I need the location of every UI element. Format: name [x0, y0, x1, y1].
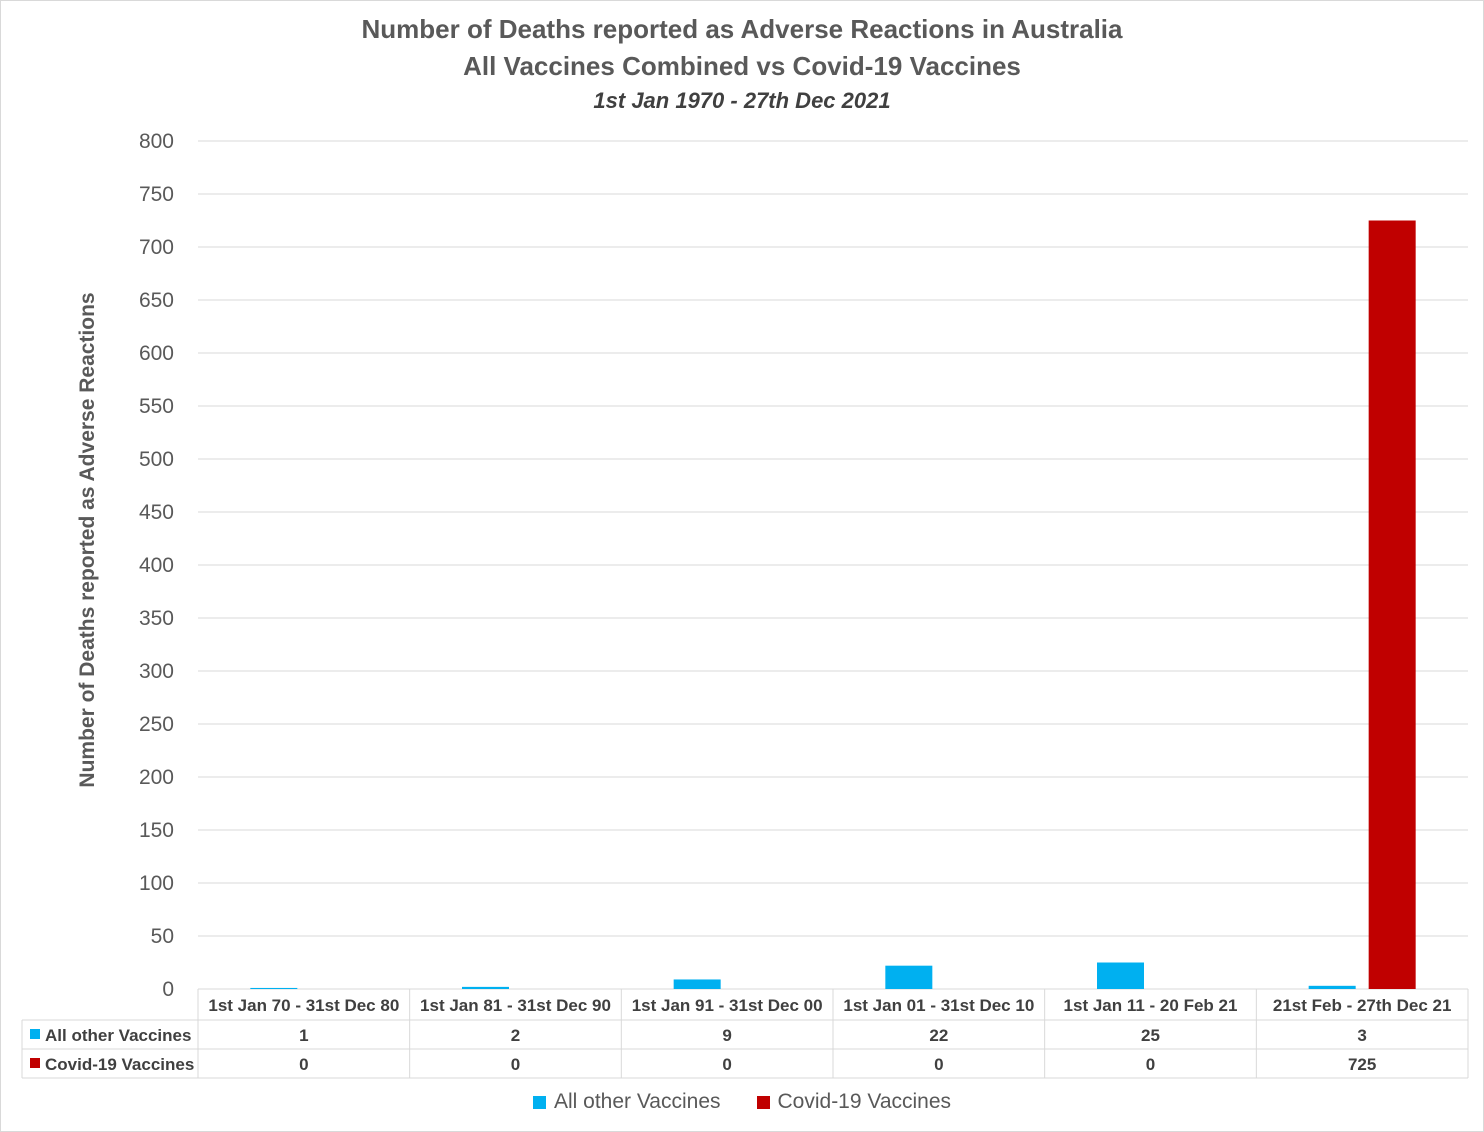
table-cell-all-other-vaccines-4: 22 [929, 1026, 948, 1045]
y-tick-label-50: 50 [151, 925, 174, 948]
y-tick-label-550: 550 [139, 395, 174, 418]
category-label-6: 21st Feb - 27th Dec 21 [1273, 996, 1452, 1015]
table-cell-covid-19-vaccines-5: 0 [1146, 1055, 1155, 1074]
y-tick-label-450: 450 [139, 501, 174, 524]
legend-swatch-covid-19-vaccines [756, 1095, 770, 1109]
table-row-label-all-other-vaccines: All other Vaccines [45, 1026, 191, 1045]
y-tick-label-700: 700 [139, 236, 174, 259]
bar-all-other-vaccines-4 [885, 965, 933, 989]
bar-all-other-vaccines-3 [673, 979, 721, 989]
data-table: 1st Jan 70 - 31st Dec 80 1st Jan 81 - 31s… [21, 989, 1469, 1079]
y-axis-ticks: 0 50 100 150 200 250 300 350 400 450 500 550 600 650 7… [139, 130, 174, 1001]
y-tick-label-150: 150 [139, 819, 174, 842]
bar-covid-19-vaccines-6 [1368, 220, 1416, 989]
bars [250, 220, 1416, 989]
table-cell-covid-19-vaccines-6: 725 [1348, 1055, 1376, 1074]
category-label-1: 1st Jan 70 - 31st Dec 80 [208, 996, 399, 1015]
table-cell-covid-19-vaccines-4: 0 [934, 1055, 943, 1074]
bar-all-other-vaccines-2 [462, 986, 509, 989]
legend-label-covid-19-vaccines: Covid-19 Vaccines [777, 1090, 952, 1113]
y-tick-label-350: 350 [139, 607, 174, 630]
legend-swatch-all-other-vaccines [532, 1095, 546, 1109]
legend-label-all-other-vaccines: All other Vaccines [553, 1090, 721, 1113]
table-swatch-covid-19-vaccines [30, 1058, 40, 1068]
category-label-5: 1st Jan 11 - 20 Feb 21 [1064, 996, 1238, 1015]
category-label-3: 1st Jan 91 - 31st Dec 00 [632, 996, 823, 1015]
bar-all-other-vaccines-6 [1308, 985, 1356, 989]
chart-subtitle: 1st Jan 1970 - 27th Dec 2021 [593, 88, 891, 113]
bar-all-other-vaccines-1 [250, 987, 298, 989]
table-cell-covid-19-vaccines-2: 0 [511, 1055, 520, 1074]
legend-item-covid-19-vaccines: Covid-19 Vaccines [756, 1090, 952, 1114]
y-tick-label-650: 650 [139, 289, 174, 312]
chart-title-line2: All Vaccines Combined vs Covid-19 Vaccin… [463, 51, 1021, 81]
y-tick-label-0: 0 [162, 978, 174, 1001]
table-cell-all-other-vaccines-6: 3 [1357, 1026, 1366, 1045]
table-cell-all-other-vaccines-5: 25 [1141, 1026, 1160, 1045]
table-row-label-covid-19-vaccines: Covid-19 Vaccines [45, 1055, 194, 1074]
bar-all-other-vaccines-5 [1097, 962, 1144, 989]
y-tick-label-250: 250 [139, 713, 174, 736]
y-tick-label-300: 300 [139, 660, 174, 683]
gridlines [198, 140, 1468, 990]
table-cell-all-other-vaccines-1: 1 [299, 1026, 308, 1045]
table-cell-all-other-vaccines-3: 9 [722, 1026, 731, 1045]
table-swatch-all-other-vaccines [30, 1029, 40, 1039]
category-label-4: 1st Jan 01 - 31st Dec 10 [843, 996, 1034, 1015]
legend-item-all-other-vaccines: All other Vaccines [532, 1090, 721, 1114]
table-cell-covid-19-vaccines-3: 0 [722, 1055, 731, 1074]
legend: All other Vaccines Covid-19 Vaccines [0, 1090, 1484, 1114]
table-cell-all-other-vaccines-2: 2 [511, 1026, 520, 1045]
y-tick-label-400: 400 [139, 554, 174, 577]
y-tick-label-500: 500 [139, 448, 174, 471]
y-tick-label-100: 100 [139, 872, 174, 895]
chart-title: Number of Deaths reported as Adverse Rea… [361, 14, 1123, 44]
y-tick-label-800: 800 [139, 130, 174, 153]
y-tick-label-200: 200 [139, 766, 174, 789]
y-tick-label-600: 600 [139, 342, 174, 365]
category-label-2: 1st Jan 81 - 31st Dec 90 [420, 996, 611, 1015]
table-cell-covid-19-vaccines-1: 0 [299, 1055, 308, 1074]
y-tick-label-750: 750 [139, 183, 174, 206]
